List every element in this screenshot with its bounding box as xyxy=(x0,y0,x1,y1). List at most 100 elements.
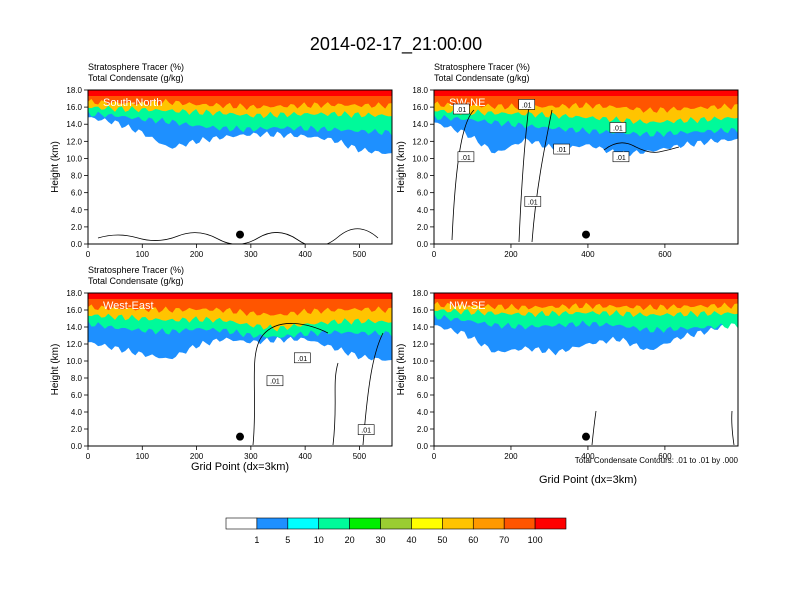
y-tick-label: 8.0 xyxy=(417,374,429,383)
y-tick-label: 14.0 xyxy=(412,323,428,332)
x-tick-label: 200 xyxy=(504,250,518,259)
x-tick-label: 100 xyxy=(136,452,150,461)
contour-label: .01 xyxy=(297,356,307,363)
colorbar-swatch xyxy=(442,517,474,530)
contour-label: .01 xyxy=(461,155,471,162)
location-marker xyxy=(582,432,590,441)
colorbar-swatch xyxy=(225,517,258,530)
plot-frame xyxy=(433,89,739,245)
y-axis-label: Height (km) xyxy=(396,141,407,193)
y-tick-label: 10.0 xyxy=(66,357,82,366)
x-tick-label: 500 xyxy=(353,452,367,461)
panel-title-condensate: Total Condensate (g/kg) xyxy=(88,73,184,83)
contour-label-box xyxy=(453,103,470,115)
y-tick-label: 14.0 xyxy=(66,120,82,129)
y-tick-label: 6.0 xyxy=(417,189,429,198)
plot-area xyxy=(88,90,392,244)
x-tick-label: 0 xyxy=(86,452,91,461)
plot-area xyxy=(434,293,738,446)
x-tick-label: 0 xyxy=(432,452,437,461)
x-tick-label: 500 xyxy=(353,250,367,259)
y-tick-label: 6.0 xyxy=(417,391,429,400)
y-tick-label: 14.0 xyxy=(66,323,82,332)
contour-label: .01 xyxy=(557,147,567,154)
colorbar-swatch xyxy=(256,517,289,530)
y-tick-label: 4.0 xyxy=(417,408,429,417)
colorbar-swatch xyxy=(503,517,536,530)
y-tick-label: 12.0 xyxy=(66,340,82,349)
panel-title-condensate: Total Condensate (g/kg) xyxy=(88,276,184,286)
panel-title-tracer: Stratosphere Tracer (%) xyxy=(434,62,530,72)
colorbar-label: 40 xyxy=(406,535,416,545)
contour-label-box xyxy=(294,352,311,364)
x-axis-label-left: Grid Point (dx=3km) xyxy=(191,461,289,473)
y-tick-label: 4.0 xyxy=(71,408,83,417)
tracer-fill-layer-100 xyxy=(88,293,392,299)
location-marker xyxy=(582,230,590,239)
colorbar-label: 1 xyxy=(254,535,259,545)
y-axis-label: Height (km) xyxy=(50,141,61,193)
x-tick-label: 300 xyxy=(244,452,258,461)
contour-label: .01 xyxy=(613,126,623,133)
x-tick-label: 200 xyxy=(190,250,204,259)
x-tick-label: 0 xyxy=(86,250,91,259)
colorbar-swatch xyxy=(380,517,412,530)
y-tick-label: 16.0 xyxy=(66,103,82,112)
y-tick-label: 18.0 xyxy=(66,86,82,95)
y-tick-label: 10.0 xyxy=(412,154,428,163)
x-tick-label: 400 xyxy=(581,250,595,259)
colorbar: 1 5 10 20 30 40 50 60 70 100 xyxy=(225,517,567,545)
condensate-contour xyxy=(451,109,475,241)
y-tick-label: 10.0 xyxy=(412,357,428,366)
tracer-fill-layer-100 xyxy=(434,90,738,96)
y-tick-label: 0.0 xyxy=(71,442,83,451)
colorbar-label: 70 xyxy=(499,535,509,545)
contour-label-box xyxy=(524,196,542,207)
contour-label: .01 xyxy=(528,199,538,206)
chart-panel-2: SW-NE.01.01.01.01.01.01.010.02.04.06.08.… xyxy=(396,62,739,259)
y-tick-label: 6.0 xyxy=(71,391,83,400)
y-tick-label: 8.0 xyxy=(71,172,83,181)
tracer-fill-layer-100 xyxy=(88,90,392,96)
colorbar-label: 20 xyxy=(345,535,355,545)
contour-info-note: Total Condensate Contours: .01 to .01 by… xyxy=(575,456,739,465)
contour-label: .01 xyxy=(456,107,466,114)
panel-title-tracer: Stratosphere Tracer (%) xyxy=(88,62,184,72)
tracer-fill-layer-100 xyxy=(434,293,738,299)
y-tick-label: 12.0 xyxy=(66,137,82,146)
y-tick-label: 12.0 xyxy=(412,137,428,146)
panel-direction-label: South-North xyxy=(103,97,162,109)
contour-label-box xyxy=(457,151,475,163)
location-marker xyxy=(236,230,244,239)
chart-panel-3: West-East .01 .01 .01 0.0 2.0 4.0 6.0 8.0 10.0 12.… xyxy=(50,265,393,461)
x-tick-label: 200 xyxy=(190,452,204,461)
contour-label-box xyxy=(612,151,630,163)
y-tick-label: 14.0 xyxy=(412,120,428,129)
condensate-contour xyxy=(518,104,530,243)
y-tick-label: 4.0 xyxy=(417,206,429,215)
y-tick-label: 2.0 xyxy=(417,223,429,232)
colorbar-label: 30 xyxy=(376,535,386,545)
condensate-contour xyxy=(731,410,735,446)
contour-label: .01 xyxy=(361,428,371,435)
plot-area xyxy=(88,293,392,446)
x-tick-label: 300 xyxy=(244,250,258,259)
x-tick-label: 200 xyxy=(504,452,518,461)
panel-direction-label: NW-SE xyxy=(449,300,485,312)
x-axis-label-right: Grid Point (dx=3km) xyxy=(539,474,637,486)
y-tick-label: 18.0 xyxy=(66,289,82,298)
panel-title-condensate: Total Condensate (g/kg) xyxy=(434,73,530,83)
y-tick-label: 4.0 xyxy=(71,206,83,215)
y-tick-label: 8.0 xyxy=(71,374,83,383)
figure-title: 2014-02-17_21:00:00 xyxy=(310,34,482,55)
contour-label: .01 xyxy=(616,155,626,162)
colorbar-label: 10 xyxy=(314,535,324,545)
colorbar-label: 50 xyxy=(437,535,447,545)
colorbar-swatch xyxy=(472,517,505,530)
y-tick-label: 2.0 xyxy=(71,223,83,232)
y-tick-label: 0.0 xyxy=(71,240,83,249)
y-tick-label: 16.0 xyxy=(412,306,428,315)
y-tick-label: 2.0 xyxy=(417,425,429,434)
chart-panel-1: South-North 0.0 2.0 4.0 6.0 8.0 10.0 12.0 14.0 16… xyxy=(50,62,393,259)
x-tick-label: 0 xyxy=(432,250,437,259)
